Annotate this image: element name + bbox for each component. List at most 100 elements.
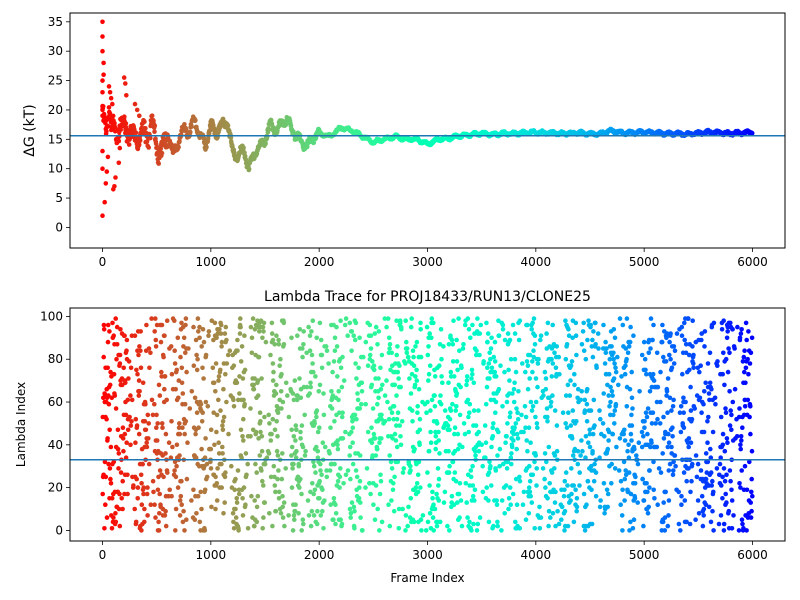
lambda-point (604, 346, 609, 351)
lambda-point (200, 365, 205, 371)
lambda-point (210, 365, 216, 371)
lambda-point (142, 419, 148, 424)
lambda-point (226, 431, 231, 437)
lambda-point (368, 333, 374, 339)
lambda-point (450, 342, 456, 347)
lambda-point (695, 461, 701, 467)
lambda-point (298, 436, 303, 441)
lambda-point (192, 395, 198, 401)
lambda-point (646, 504, 651, 510)
lambda-point (586, 318, 591, 324)
lambda-point (631, 333, 636, 339)
lambda-point (415, 489, 421, 495)
lambda-point (270, 416, 276, 422)
lambda-point (172, 468, 177, 473)
lambda-point (398, 434, 403, 439)
lambda-point (318, 461, 323, 467)
lambda-point (236, 528, 241, 533)
lambda-point (174, 367, 180, 373)
lambda-point (651, 322, 656, 328)
lambda-point (290, 528, 296, 533)
lambda-point (124, 440, 129, 446)
lambda-point (368, 491, 373, 497)
lambda-point (191, 363, 197, 369)
lambda-point (243, 451, 249, 456)
lambda-point (510, 322, 516, 328)
lambda-point (609, 389, 615, 394)
lambda-point (595, 331, 601, 336)
lambda-point (379, 519, 385, 525)
lambda-point (373, 453, 379, 458)
lambda-point (629, 423, 635, 428)
lambda-point (664, 335, 669, 341)
lambda-point (260, 526, 266, 531)
lambda-point (293, 423, 299, 428)
lambda-point (318, 337, 324, 343)
lambda-point (179, 320, 184, 326)
lambda-point (396, 376, 401, 381)
lambda-point (379, 416, 384, 422)
lambda-point (259, 468, 264, 473)
lambda-point (546, 508, 552, 514)
lambda-point (350, 416, 356, 422)
lambda-point (428, 429, 433, 435)
lambda-point (617, 436, 623, 441)
lambda-point (524, 359, 530, 364)
lambda-point (132, 506, 137, 512)
lambda-point (484, 485, 490, 490)
lambda-point (626, 470, 632, 475)
lambda-point (508, 356, 514, 362)
lambda-point (620, 528, 625, 533)
lambda-point (504, 399, 510, 405)
lambda-point (302, 453, 308, 458)
lambda-point (707, 397, 712, 403)
lambda-point (636, 440, 642, 446)
lambda-point (497, 463, 502, 469)
lambda-point (609, 481, 614, 486)
lambda-point (640, 476, 645, 482)
lambda-point (339, 414, 345, 420)
lambda-point (643, 410, 649, 416)
lambda-point (408, 463, 413, 469)
lambda-y-label: Lambda Index (14, 382, 28, 467)
lambda-point (278, 389, 284, 394)
lambda-point (365, 429, 371, 435)
lambda-point (308, 489, 313, 495)
lambda-point (742, 369, 747, 375)
lambda-point (566, 333, 572, 339)
lambda-point (601, 481, 607, 486)
lambda-point (567, 393, 573, 398)
lambda-point (240, 376, 246, 381)
lambda-point (533, 376, 539, 381)
lambda-point (437, 363, 442, 369)
lambda-point (452, 470, 458, 475)
lambda-point (423, 528, 429, 533)
lambda-point (464, 500, 470, 505)
lambda-point (690, 461, 695, 467)
lambda-point (650, 337, 655, 343)
lambda-point (274, 419, 280, 424)
lambda-point (158, 339, 164, 345)
lambda-point (275, 434, 280, 439)
lambda-point (702, 389, 707, 394)
lambda-point (239, 455, 244, 461)
delta-g-point (100, 113, 105, 119)
lambda-point (356, 365, 361, 371)
lambda-point (720, 442, 726, 448)
lambda-point (322, 444, 328, 450)
lambda-point (502, 369, 507, 375)
lambda-point (528, 440, 533, 446)
lambda-point (307, 391, 313, 396)
lambda-point (655, 384, 661, 390)
lambda-point (451, 374, 457, 379)
lambda-point (656, 466, 662, 471)
lambda-point (469, 376, 474, 381)
lambda-point (418, 320, 423, 326)
lambda-point (338, 318, 343, 324)
lambda-point (702, 329, 708, 334)
lambda-point (102, 459, 108, 465)
lambda-point (492, 359, 498, 364)
lambda-point (630, 526, 636, 531)
lambda-point (406, 354, 411, 360)
